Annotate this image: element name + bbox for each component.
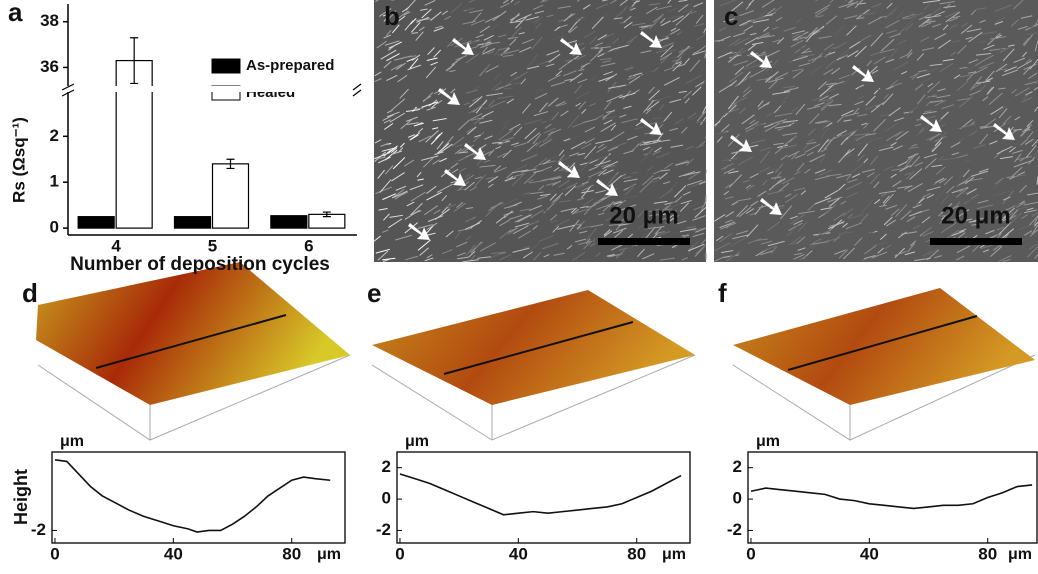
x-tick-label: 0 [50, 544, 59, 563]
y-tick-label: 1 [50, 172, 59, 191]
x-tick-label: 40 [509, 544, 528, 563]
panel-label: d [22, 278, 38, 308]
x-axis-label: Number of deposition cycles [70, 254, 330, 275]
panel-label: f [718, 278, 727, 308]
x-tick-label: 4 [111, 236, 121, 255]
x-unit: μm [1008, 546, 1032, 563]
plot-frame [397, 452, 690, 543]
afm-3d [36, 262, 1035, 440]
x-tick-label: 0 [746, 544, 755, 563]
y-axis-label: Rs (Ωsq⁻¹) [9, 117, 28, 203]
y-tick-label: 2 [733, 457, 742, 476]
x-tick-label: 80 [282, 544, 301, 563]
bar [271, 216, 307, 228]
bar [213, 164, 249, 228]
panel-label: e [367, 278, 381, 308]
x-tick-label: 80 [627, 544, 646, 563]
bar [116, 61, 152, 229]
profile-line [400, 474, 681, 515]
y-unit: μm [405, 433, 429, 450]
x-tick-label: 5 [208, 236, 217, 255]
y-axis-label: Height [11, 469, 31, 525]
scale-text: 20 μm [941, 202, 1010, 229]
y-tick-label: 0 [733, 489, 742, 508]
bar [78, 217, 114, 228]
profile-line [55, 460, 330, 532]
x-unit: μm [317, 546, 341, 563]
y-tick-label: 0 [382, 489, 391, 508]
plot-frame [52, 452, 345, 543]
y-tick-label: 2 [382, 457, 391, 476]
y-tick-label: 2 [50, 126, 59, 145]
y-tick-label: -2 [31, 520, 46, 539]
panel-label: b [384, 1, 400, 31]
scale-bar [598, 238, 690, 245]
legend-swatch [212, 59, 240, 73]
figure: b20 μm c20 μm a0123638As-preparedHealed4… [0, 0, 1038, 569]
y-tick-label: 36 [40, 57, 59, 76]
scale-text: 20 μm [609, 202, 678, 229]
scale-bar [930, 238, 1022, 245]
x-tick-label: 40 [860, 544, 879, 563]
profile-line [751, 485, 1032, 509]
panel-label: c [724, 1, 738, 31]
y-unit: μm [756, 433, 780, 450]
x-unit: μm [662, 546, 686, 563]
plot-frame [748, 452, 1037, 543]
bar [175, 217, 211, 228]
panel-label: a [8, 0, 23, 27]
axis-break [60, 86, 359, 92]
x-tick-label: 6 [304, 236, 313, 255]
y-unit: μm [60, 433, 84, 450]
y-tick-label: -2 [376, 520, 391, 539]
y-tick-label: -2 [727, 520, 742, 539]
x-tick-label: 0 [395, 544, 404, 563]
y-tick-label: 38 [40, 11, 59, 30]
page: {"chart_data":[ {"type":"bar","panel":"a… [0, 0, 1038, 574]
y-tick-label: 0 [50, 218, 59, 237]
legend-label: As-prepared [246, 57, 334, 74]
x-tick-label: 40 [164, 544, 183, 563]
x-tick-label: 80 [978, 544, 997, 563]
